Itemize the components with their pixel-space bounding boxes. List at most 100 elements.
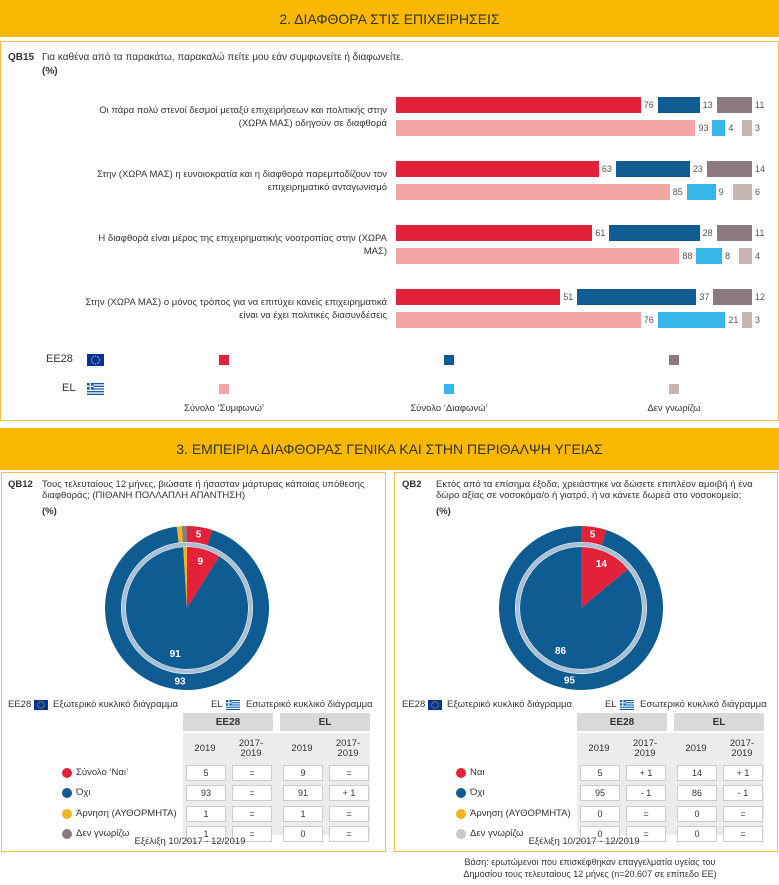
value-label: 63 <box>601 164 612 174</box>
pie-separator <box>121 542 253 674</box>
slice-label: 86 <box>555 646 567 657</box>
flag-star <box>98 357 100 359</box>
bar <box>577 289 697 305</box>
category-label: Στην (ΧΩΡΑ ΜΑΣ) ο μόνος τρόπος για να επ… <box>85 297 387 321</box>
flag-star <box>94 355 97 357</box>
legend-series: EL <box>605 699 617 710</box>
legend-dot <box>456 828 466 839</box>
flag-stripe <box>87 384 104 386</box>
flag-star <box>43 704 45 706</box>
flag-stripe <box>620 702 634 704</box>
table-column-header: 2019 <box>685 743 707 754</box>
flag-star <box>91 357 93 359</box>
flag-cross <box>620 702 626 704</box>
bar <box>396 97 641 113</box>
flag-stripe <box>226 701 240 703</box>
bar <box>396 161 599 177</box>
table-cell: 1 <box>186 805 226 822</box>
row-label: Όχι <box>76 787 91 799</box>
table-cell: 0 <box>580 805 620 822</box>
flag-star <box>37 704 39 706</box>
legend-series: EE28 <box>402 699 426 710</box>
flag-star <box>43 702 45 704</box>
slice-label: 5 <box>196 530 202 541</box>
flag-stripe <box>87 388 104 390</box>
legend-swatch <box>444 384 454 394</box>
flag-field <box>34 700 48 710</box>
table-column-header: 2017-2019 <box>729 738 755 759</box>
table-cell: 5 <box>186 765 226 781</box>
legend-dot <box>456 808 466 819</box>
flag-star <box>91 361 93 363</box>
legend-description: Εξωτερικό κυκλικό διάγραμμα <box>53 699 179 710</box>
flag-stripe <box>226 700 240 702</box>
flag-star <box>437 706 439 708</box>
category-label: Στην (ΧΩΡΑ ΜΑΣ) η ευνοιοκρατία και η δια… <box>96 169 387 193</box>
legend-dot <box>456 788 466 799</box>
bar <box>732 184 752 200</box>
legend-dot <box>62 828 72 839</box>
flag-stripe <box>87 383 104 385</box>
bar <box>396 120 696 136</box>
flag-star <box>96 355 99 358</box>
value-label: 6 <box>755 187 761 197</box>
flag-star <box>42 707 44 709</box>
panel-box <box>1 472 386 852</box>
flag-stripe <box>620 705 634 707</box>
eu-flag <box>34 700 48 710</box>
table-group-header: EE28 <box>577 713 667 731</box>
flag-stripe <box>226 706 240 708</box>
table-cell: 1 <box>186 825 226 842</box>
footnote: Εξέλιξη 10/2017 - 12/2019 <box>528 836 640 847</box>
legend-dot <box>62 808 72 819</box>
pie-slice <box>176 526 183 543</box>
flag-star <box>437 704 439 706</box>
pie-slice <box>187 526 213 546</box>
flag-star <box>92 362 95 365</box>
table-cell: 0 <box>677 805 717 822</box>
flag-stripe <box>226 704 240 706</box>
flag-stripe <box>620 703 634 705</box>
table-group-header: EE28 <box>183 713 273 731</box>
value-label: 14 <box>755 164 766 174</box>
row-label: Άρνηση (ΑΥΘΟΡΜΗΤΑ) <box>76 807 177 819</box>
flag-stripe <box>226 708 240 710</box>
flag-stripe <box>226 707 240 710</box>
value-label: 4 <box>728 123 734 133</box>
table-cell: 95 <box>580 785 620 802</box>
table-cell: + 1 <box>329 785 369 802</box>
flag-stripe <box>87 389 104 392</box>
eu-flag <box>428 700 442 710</box>
table-cell: 5 <box>580 765 620 781</box>
question-code: QB12 <box>8 479 33 490</box>
pie-slice <box>187 547 220 608</box>
table-cell: 93 <box>186 785 226 802</box>
legend-dot <box>62 788 72 799</box>
flag-star <box>90 359 93 361</box>
flag-star <box>436 707 438 709</box>
greek-flag <box>226 700 240 710</box>
value-label: 88 <box>682 251 693 261</box>
value-label: 85 <box>672 187 683 197</box>
value-label: 28 <box>702 228 713 238</box>
flag-stripe <box>87 387 104 389</box>
table-column-header: 2017-2019 <box>335 738 361 759</box>
value-label: 3 <box>755 123 761 133</box>
flag-star <box>38 701 40 703</box>
slice-label: 5 <box>590 530 596 541</box>
bar <box>686 184 716 200</box>
greek-flag <box>87 383 104 395</box>
bar <box>716 97 752 113</box>
value-label: 37 <box>699 292 710 302</box>
flag-star <box>92 355 95 358</box>
table-column-header: 2019 <box>588 743 610 754</box>
legend-swatch <box>669 384 679 394</box>
panel-box <box>394 472 778 852</box>
row-label: Σύνολο ‘Ναι’ <box>76 767 129 778</box>
bar <box>396 184 670 200</box>
value-label: 23 <box>692 164 703 174</box>
table-cell: = <box>329 805 369 822</box>
legend-swatch <box>219 384 229 394</box>
flag-stripe <box>620 706 634 708</box>
